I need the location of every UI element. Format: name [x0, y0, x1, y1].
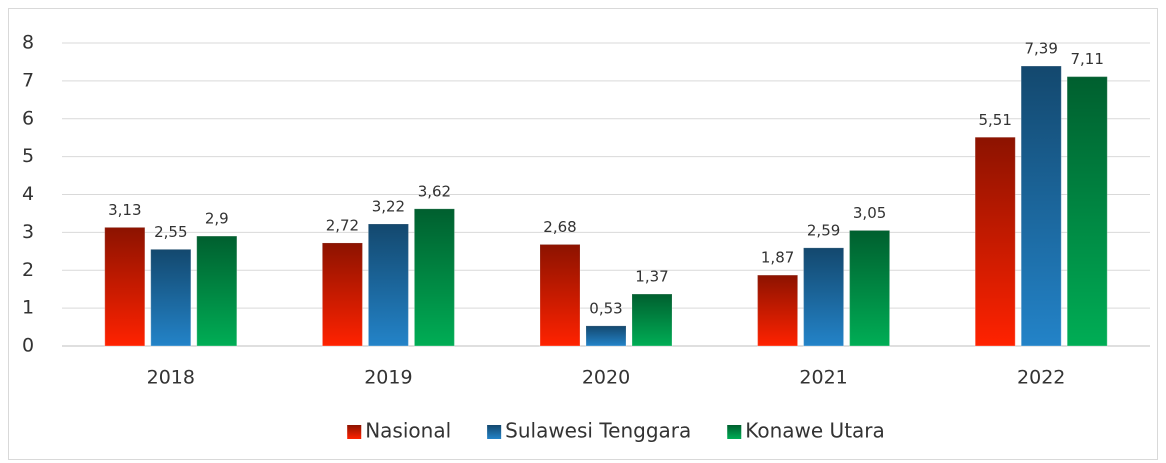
- bar-shade: [104, 227, 145, 346]
- y-tick-label: 4: [22, 183, 34, 205]
- y-tick-label: 1: [22, 297, 34, 319]
- bar-shade: [150, 249, 191, 346]
- value-label: 7,39: [1024, 40, 1057, 58]
- y-tick-label: 2: [22, 259, 34, 281]
- y-tick-label: 6: [22, 107, 34, 129]
- x-tick-label: 2022: [1017, 367, 1065, 389]
- value-label: 2,59: [807, 221, 840, 239]
- value-label: 3,62: [418, 182, 451, 200]
- bar-shade: [1021, 66, 1062, 346]
- value-label: 2,9: [205, 210, 229, 228]
- x-tick-label: 2020: [582, 367, 630, 389]
- value-label: 5,51: [978, 111, 1011, 129]
- bar-shade: [540, 244, 580, 346]
- bar-shade: [1067, 76, 1108, 347]
- value-label: 2,72: [326, 216, 359, 234]
- value-label: 3,05: [853, 204, 886, 222]
- bar-shade: [322, 242, 363, 346]
- value-label: 0,53: [589, 299, 622, 317]
- y-tick-label: 8: [22, 32, 34, 54]
- legend-swatch-shade: [347, 425, 362, 439]
- y-tick-label: 5: [22, 145, 34, 167]
- value-label: 3,13: [108, 201, 141, 219]
- value-label: 3,22: [372, 198, 405, 216]
- legend-swatch-shade: [727, 425, 742, 439]
- x-tick-label: 2019: [364, 367, 412, 389]
- x-tick-label: 2018: [147, 367, 195, 389]
- legend-label: Sulawesi Tenggara: [505, 419, 691, 443]
- legend-label: Nasional: [365, 419, 451, 443]
- y-tick-label: 7: [22, 69, 34, 91]
- value-label: 2,68: [543, 218, 576, 236]
- value-label: 2,55: [154, 223, 187, 241]
- legend-label: Konawe Utara: [745, 419, 885, 443]
- y-tick-label: 3: [22, 221, 34, 243]
- bar-shade: [757, 275, 798, 346]
- bar-shade: [975, 137, 1016, 346]
- x-tick-label: 2021: [799, 367, 847, 389]
- bar-shade: [368, 224, 409, 346]
- bar-shade: [586, 325, 626, 346]
- legend-swatch-shade: [487, 425, 502, 439]
- value-label: 1,37: [635, 268, 668, 286]
- y-tick-label: 0: [22, 335, 34, 357]
- bar-shade: [849, 230, 890, 346]
- bar-shade: [196, 236, 237, 346]
- bar-shade: [414, 208, 455, 346]
- value-label: 1,87: [761, 249, 794, 267]
- bar-shade: [632, 294, 672, 346]
- chart-border: [8, 8, 1158, 460]
- bar-shade: [803, 247, 844, 346]
- value-label: 7,11: [1070, 50, 1103, 68]
